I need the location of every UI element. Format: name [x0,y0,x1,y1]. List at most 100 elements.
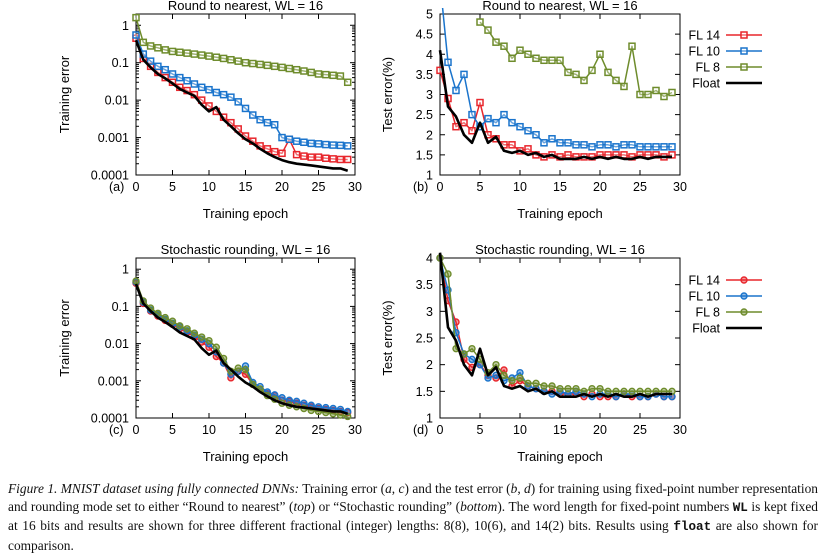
data-point-fl8 [168,47,177,56]
plot-frame [135,13,356,176]
y-axis-label: Test error(%) [380,57,395,132]
data-point-fl10 [500,110,508,119]
data-point-fl10 [285,396,293,404]
caption-label: Figure 1. [8,481,58,496]
data-point-fl8 [612,76,620,85]
data-point-fl10 [329,141,337,149]
x-tick-label: 5 [477,180,484,194]
legend-marker-fl10 [740,292,748,300]
caption-text: ) or “Stochastic rounding” ( [310,498,461,514]
data-point-fl8 [190,329,199,337]
data-point-fl10 [540,139,548,147]
plot-area [436,252,676,401]
data-point-fl10 [212,88,221,97]
data-point-fl8 [329,71,337,80]
data-point-fl10 [154,62,162,71]
x-tick-label: 15 [553,423,567,437]
data-point-fl8 [636,90,644,99]
data-point-fl8 [532,54,540,63]
data-point-fl8 [197,51,206,59]
data-point-fl14 [270,147,279,156]
data-point-fl10 [190,80,199,88]
data-point-fl10 [168,70,177,78]
y-tick-label: 3.5 [416,278,433,292]
data-point-fl10 [307,139,315,148]
data-point-fl14 [524,145,532,153]
legend-label-fl14: FL 14 [688,274,720,288]
x-tick-label: 15 [239,423,253,437]
data-point-fl10 [161,65,169,74]
data-point-fl10 [176,73,184,82]
x-tick-label: 15 [239,180,253,194]
x-tick-label: 20 [275,423,289,437]
legend-marker-fl14 [740,276,748,284]
x-axis-label: Training epoch [203,449,289,464]
panel-label: (a) [109,180,124,194]
caption-code-float: float [673,520,712,535]
x-tick-label: 30 [673,180,687,194]
data-point-fl10 [227,93,235,101]
data-point-fl8 [132,277,140,285]
data-point-fl8 [588,384,596,393]
data-point-fl8 [628,42,636,50]
data-point-fl8 [604,387,612,396]
y-tick-label: 4 [426,48,433,62]
caption-ref-bottom: bottom [460,498,498,514]
data-point-fl8 [444,270,452,278]
data-point-fl8 [343,78,352,87]
legend-label-float: Float [692,322,720,336]
x-tick-label: 5 [169,423,176,437]
panel-label: (b) [413,180,428,194]
data-point-fl10 [452,86,460,95]
y-tick-label: 0.0001 [91,412,129,426]
data-point-fl10 [336,141,345,150]
legend-label-fl8: FL 8 [695,306,720,320]
chart-panel-b: 0 5 10 15 20 25 30 5 4.5 4 3.5 3 2.5 2 1.5 1 Round to ne… [380,0,687,221]
data-point-fl8 [168,317,177,325]
data-point-fl14 [452,122,460,131]
data-point-fl10 [628,141,636,149]
caption-text: Training error ( [299,481,386,496]
data-point-fl8 [564,384,572,393]
x-tick-label: 0 [133,423,140,437]
data-point-fl10 [604,141,612,149]
caption-ref-b: b [510,481,518,496]
data-point-fl8 [234,364,242,372]
data-point-fl8 [256,60,264,69]
y-tick-label: 1 [426,412,433,426]
caption-text: ). The word length for fixed-point numbe… [497,498,733,514]
data-point-fl10 [588,143,596,151]
x-tick-label: 20 [593,423,607,437]
data-point-fl10 [183,76,191,85]
caption-text: are also shown for comparison. [8,518,818,553]
data-point-fl8 [652,86,660,95]
data-point-fl8 [500,42,508,50]
data-point-fl8 [620,82,628,91]
caption-ref-top: top [293,498,311,514]
data-point-fl8 [580,76,588,85]
plot-area [436,8,676,161]
data-point-fl8 [300,67,308,75]
data-point-fl8 [508,376,516,385]
plot-area [132,13,352,172]
data-point-fl8 [234,57,242,65]
data-point-fl8 [212,53,221,61]
data-point-fl10 [197,83,206,92]
x-tick-label: 10 [202,423,216,437]
data-point-fl10 [556,139,564,147]
data-point-fl8 [644,387,652,396]
x-axis-label: Training epoch [517,449,603,464]
series-line-fl8 [479,21,673,98]
data-point-fl10 [596,141,604,149]
data-point-fl10 [256,115,264,124]
data-point-fl10 [548,135,556,143]
data-point-fl8 [278,63,286,72]
caption-title: MNIST dataset using fully connected DNNs… [60,481,300,496]
x-tick-label: 0 [133,180,140,194]
data-point-fl10 [322,140,330,149]
data-point-fl14 [300,152,308,160]
data-point-fl8 [588,66,596,75]
x-tick-label: 30 [348,423,362,437]
legend-marker-fl10 [740,47,748,55]
data-point-fl8 [249,59,257,68]
